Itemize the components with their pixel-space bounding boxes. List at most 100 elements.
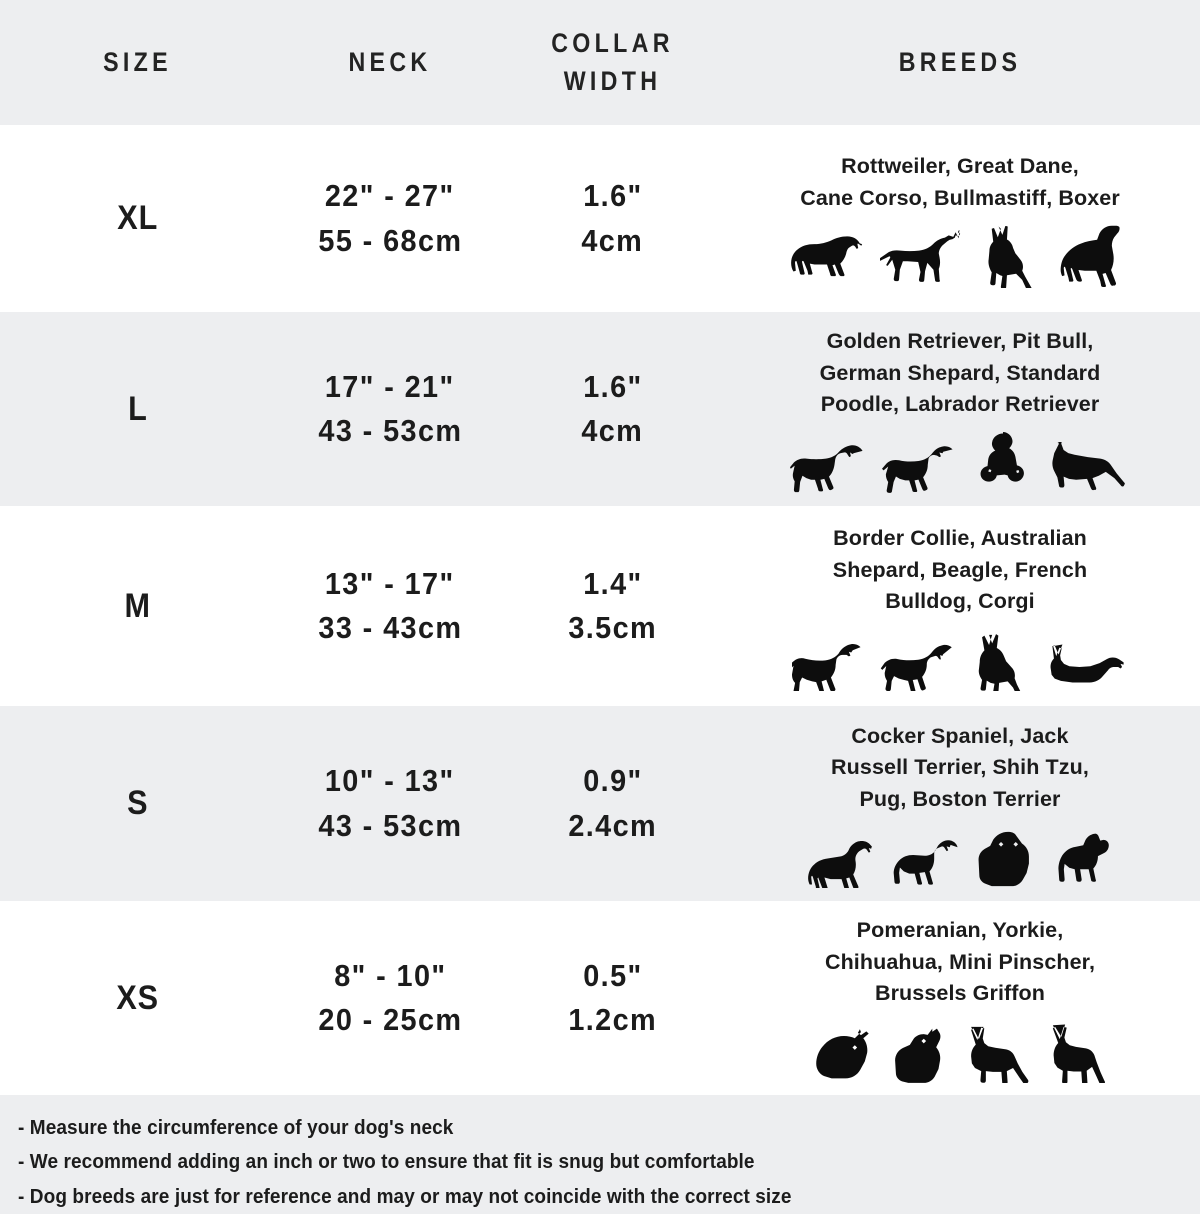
collar-width-cell: 1.6" 4cm <box>505 365 720 453</box>
breeds-line: Pug, Boston Terrier <box>859 786 1061 811</box>
collar-cm: 1.2cm <box>568 1002 657 1037</box>
size-cell: XL <box>0 199 275 238</box>
size-cell: L <box>0 390 275 429</box>
header-label-size: SIZE <box>103 46 172 77</box>
footer-notes: - Measure the circumference of your dog'… <box>0 1095 1200 1214</box>
breeds-text: Cocker Spaniel, Jack Russell Terrier, Sh… <box>831 721 1089 816</box>
dog-silhouette-strip <box>792 625 1128 691</box>
breeds-line: Border Collie, Australian <box>833 526 1087 551</box>
breeds-cell: Pomeranian, Yorkie, Chihuahua, Mini Pins… <box>720 913 1200 1083</box>
table-row: L 17" - 21" 43 - 53cm 1.6" 4cm Golden Re… <box>0 312 1200 506</box>
breeds-line: Poodle, Labrador Retriever <box>820 392 1100 417</box>
collar-inches: 1.6" <box>582 368 643 404</box>
corgi-icon <box>1050 644 1124 683</box>
size-label: XS <box>116 978 159 1017</box>
note-measure: - Measure the circumference of your dog'… <box>18 1117 454 1139</box>
size-cell: M <box>0 587 275 626</box>
neck-cell: 10" - 13" 43 - 53cm <box>275 759 505 847</box>
mini-pinscher-icon <box>1052 1024 1105 1083</box>
german-shepard-icon <box>1052 441 1125 491</box>
breeds-cell: Golden Retriever, Pit Bull, German Shepa… <box>720 324 1200 494</box>
neck-cm: 43 - 53cm <box>317 807 462 843</box>
rottweiler-icon <box>791 235 863 276</box>
header-cell-neck: NECK <box>275 44 505 81</box>
collar-inches: 1.6" <box>582 178 643 214</box>
neck-cm: 20 - 25cm <box>317 1002 462 1037</box>
note-reference: - Dog breeds are just for reference and … <box>18 1185 792 1208</box>
breeds-text: Golden Retriever, Pit Bull, German Shepa… <box>820 326 1101 421</box>
breeds-cell: Cocker Spaniel, Jack Russell Terrier, Sh… <box>720 719 1200 889</box>
collar-width-cell: 0.9" 2.4cm <box>505 759 720 847</box>
collar-inches: 0.5" <box>582 957 643 993</box>
breeds-cell: Border Collie, Australian Shepard, Beagl… <box>720 521 1200 691</box>
collar-cm: 4cm <box>581 222 644 258</box>
table-row: XL 22" - 27" 55 - 68cm 1.6" 4cm Rottweil… <box>0 125 1200 312</box>
great-dane-icon <box>880 229 961 282</box>
breeds-line: Brussels Griffon <box>874 981 1046 1006</box>
table-row: XS 8" - 10" 20 - 25cm 0.5" 1.2cm Pomeran… <box>0 901 1200 1095</box>
dog-silhouette-strip <box>810 1017 1110 1083</box>
header-label-breeds: BREEDS <box>898 46 1022 77</box>
breeds-line: Pomeranian, Yorkie, <box>856 918 1064 943</box>
size-label: L <box>127 389 148 428</box>
breeds-cell: Rottweiler, Great Dane, Cane Corso, Bull… <box>720 149 1200 288</box>
neck-cell: 8" - 10" 20 - 25cm <box>275 954 505 1042</box>
breeds-line: Cane Corso, Bullmastiff, Boxer <box>800 186 1120 210</box>
breeds-text: Border Collie, Australian Shepard, Beagl… <box>833 523 1087 618</box>
table-header-row: SIZE NECK COLLAR WIDTH BREEDS <box>0 0 1200 125</box>
golden-retriever-icon <box>790 445 863 493</box>
dog-silhouette-strip <box>788 222 1132 288</box>
size-cell: XS <box>0 979 275 1018</box>
pomeranian-icon <box>816 1028 869 1079</box>
dog-silhouette-strip <box>790 428 1130 494</box>
collar-width-cell: 1.4" 3.5cm <box>505 562 720 650</box>
breeds-line: Rottweiler, Great Dane, <box>841 154 1079 179</box>
french-bulldog-icon <box>978 633 1021 691</box>
jack-russell-icon <box>893 840 958 885</box>
bullmastiff-icon <box>1060 225 1120 287</box>
collar-cm: 4cm <box>581 413 644 448</box>
dog-silhouette-strip <box>805 822 1115 889</box>
labrador-icon <box>882 446 953 493</box>
note-recommend: - We recommend adding an inch or two to … <box>18 1151 755 1174</box>
table-row: M 13" - 17" 33 - 43cm 1.4" 3.5cm Border … <box>0 506 1200 706</box>
size-cell: S <box>0 784 275 823</box>
neck-inches: 17" - 21" <box>325 368 455 404</box>
neck-cell: 22" - 27" 55 - 68cm <box>275 174 505 262</box>
collar-inches: 0.9" <box>582 763 643 799</box>
header-cell-size: SIZE <box>0 44 275 81</box>
neck-cm: 33 - 43cm <box>317 610 462 645</box>
breeds-text: Rottweiler, Great Dane, Cane Corso, Bull… <box>800 151 1120 214</box>
shih-tzu-icon <box>978 832 1029 887</box>
border-collie-icon <box>792 643 861 691</box>
header-label-collar-line1: COLLAR <box>551 28 674 59</box>
header-label-neck: NECK <box>348 46 432 77</box>
neck-cm: 43 - 53cm <box>317 413 462 448</box>
breeds-line: Cocker Spaniel, Jack <box>851 723 1069 748</box>
collar-cm: 2.4cm <box>568 807 657 843</box>
yorkie-icon <box>895 1028 941 1083</box>
neck-cell: 13" - 17" 33 - 43cm <box>275 562 505 650</box>
breeds-text: Pomeranian, Yorkie, Chihuahua, Mini Pins… <box>825 915 1095 1010</box>
collar-width-cell: 0.5" 1.2cm <box>505 954 720 1042</box>
breeds-line: Bulldog, Corgi <box>885 589 1035 614</box>
neck-cell: 17" - 21" 43 - 53cm <box>275 365 505 453</box>
header-cell-breeds: BREEDS <box>720 44 1200 81</box>
neck-inches: 8" - 10" <box>333 957 447 993</box>
cocker-spaniel-icon <box>808 841 872 889</box>
breeds-line: Golden Retriever, Pit Bull, <box>826 329 1094 354</box>
breeds-line: Chihuahua, Mini Pinscher, <box>824 949 1096 974</box>
header-cell-collar-width: COLLAR WIDTH <box>505 25 720 100</box>
collar-width-cell: 1.6" 4cm <box>505 174 720 262</box>
neck-inches: 22" - 27" <box>325 178 455 214</box>
neck-cm: 55 - 68cm <box>317 222 462 258</box>
breeds-line: German Shepard, Standard <box>819 360 1101 385</box>
neck-inches: 13" - 17" <box>325 565 455 601</box>
boxer-icon <box>988 225 1032 288</box>
table-row: S 10" - 13" 43 - 53cm 0.9" 2.4cm Cocker … <box>0 706 1200 901</box>
breeds-line: Russell Terrier, Shih Tzu, <box>831 755 1089 780</box>
size-label: XL <box>117 199 158 237</box>
pug-icon <box>1058 834 1109 883</box>
breeds-line: Shepard, Beagle, French <box>832 557 1088 582</box>
